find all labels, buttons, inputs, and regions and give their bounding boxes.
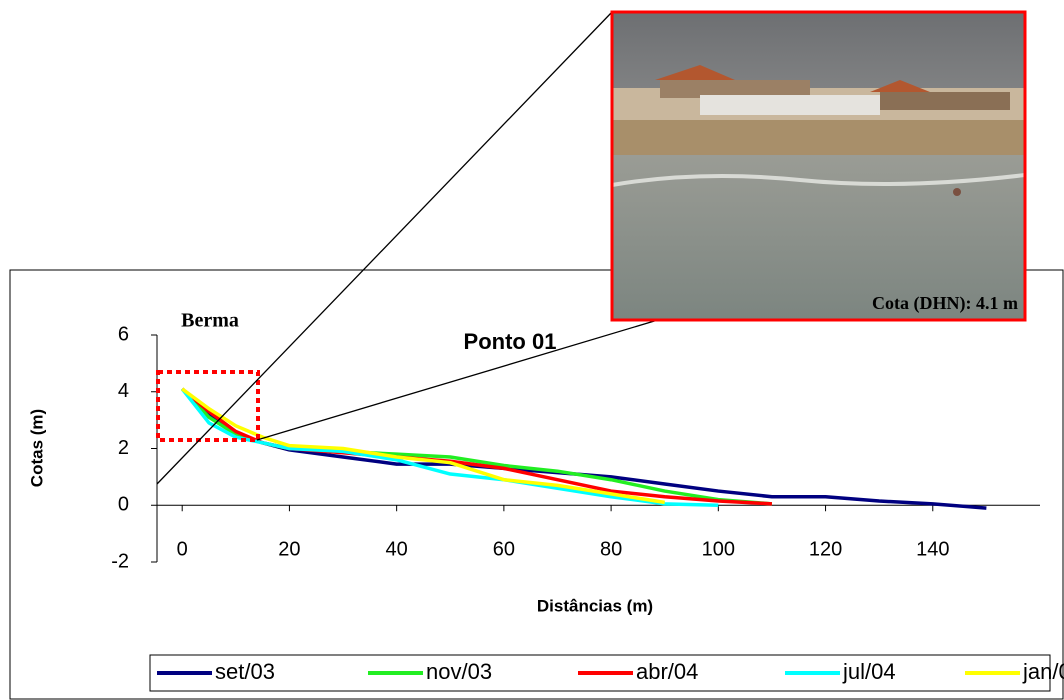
x-tick-label: 100 [702, 538, 735, 560]
y-tick-label: 6 [118, 323, 129, 345]
y-tick-label: -2 [111, 550, 129, 572]
annotation: Berma [181, 310, 239, 332]
x-tick-label: 140 [916, 538, 949, 560]
y-tick-label: 0 [118, 494, 129, 516]
legend-label: jul/04 [842, 659, 896, 684]
y-tick-label: 4 [118, 380, 129, 402]
legend-label: abr/04 [636, 659, 698, 684]
x-axis-label: Distâncias (m) [537, 596, 653, 615]
photo [612, 12, 1025, 320]
y-axis-label: Cotas (m) [27, 409, 46, 487]
y-tick-label: 2 [118, 437, 129, 459]
legend-label: nov/03 [426, 659, 492, 684]
chart: -20246020406080100120140 Ponto 01 Cotas … [0, 0, 1064, 700]
x-tick-label: 0 [177, 538, 188, 560]
x-tick-label: 120 [809, 538, 842, 560]
x-tick-label: 40 [386, 538, 408, 560]
chart-title: Ponto 01 [464, 329, 557, 354]
x-tick-label: 60 [493, 538, 515, 560]
x-tick-label: 80 [600, 538, 622, 560]
legend-label: set/03 [215, 659, 275, 684]
annotation: Cota (DHN): 4.1 m [872, 293, 1018, 314]
x-tick-label: 20 [278, 538, 300, 560]
legend-label: jan/05 [1022, 659, 1064, 684]
